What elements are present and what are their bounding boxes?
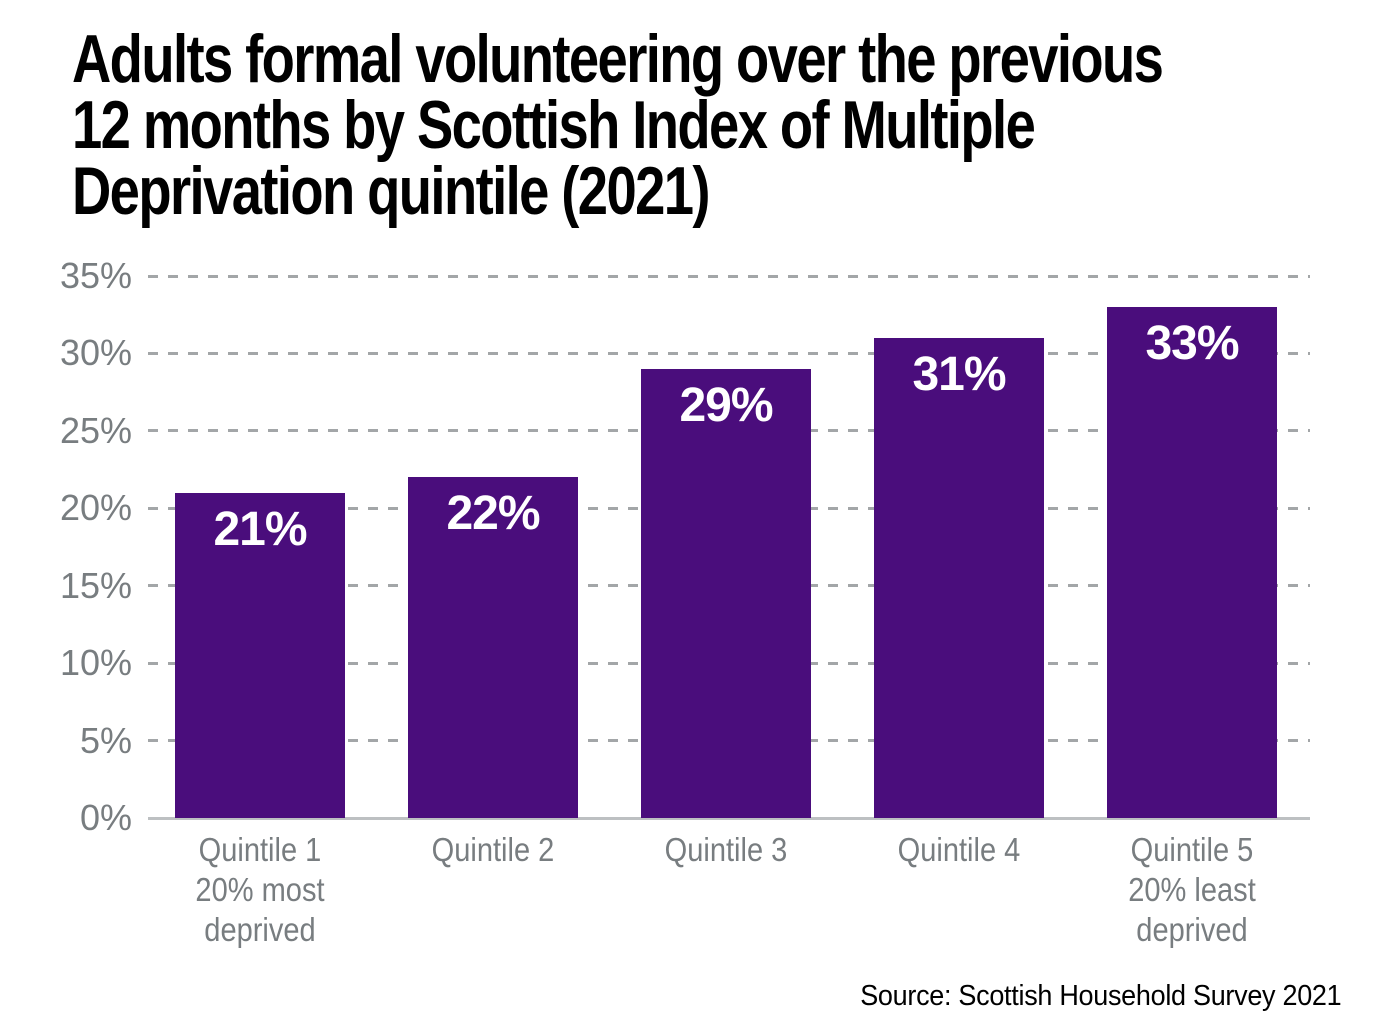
x-tick-label-line: 20% least (1128, 871, 1256, 908)
x-tick-label-line: 20% most (195, 871, 325, 908)
x-tick-label-line: Quintile 4 (897, 831, 1021, 868)
source-note: Source: Scottish Household Survey 2021 (859, 980, 1341, 1012)
bar-value-label-quintile-5: 33% (1145, 316, 1239, 370)
x-tick-label-line: Quintile 2 (431, 831, 555, 868)
bar-quintile-1: 21% (175, 492, 345, 818)
y-tick-label-20%: 20% (59, 487, 132, 529)
x-tick-label-quintile-4: Quintile 4 (836, 830, 1082, 870)
bar-value-label-quintile-3: 29% (679, 378, 773, 432)
bar-quintile-5: 33% (1107, 306, 1277, 818)
bar-value-label-quintile-4: 31% (912, 347, 1006, 401)
bar-value-label-quintile-2: 22% (446, 487, 540, 541)
bar-quintile-4: 31% (874, 337, 1044, 818)
x-tick-label-quintile-2: Quintile 2 (370, 830, 616, 870)
y-tick-label-35%: 35% (59, 255, 132, 296)
y-tick-label-30%: 30% (59, 332, 132, 374)
y-tick-label-0%: 0% (79, 797, 132, 838)
gridline-30% (148, 351, 1310, 355)
x-tick-label-quintile-1: Quintile 1 20% most deprived (137, 830, 383, 950)
y-tick-label-10%: 10% (59, 642, 132, 684)
plot-area: 21% 22% 29% 31% 33% (148, 274, 1310, 820)
x-tick-label-line: deprived (204, 911, 316, 948)
y-tick-label-25%: 25% (59, 409, 132, 451)
chart-title-line-2: 12 months by Scottish Index of Multiple (72, 87, 1036, 163)
x-tick-label-line: deprived (1136, 911, 1248, 948)
chart-title: Adults formal volunteering over the prev… (72, 21, 1164, 229)
bar-quintile-2: 22% (408, 477, 578, 818)
chart-title-line-3: Deprivation quintile (2021) (72, 153, 711, 229)
x-tick-label-line: Quintile 3 (664, 831, 788, 868)
x-tick-label-line: Quintile 5 (1130, 831, 1254, 868)
y-tick-label-15%: 15% (59, 564, 132, 606)
x-axis-baseline (148, 816, 1310, 820)
y-tick-label-5%: 5% (79, 719, 132, 761)
x-tick-label-quintile-3: Quintile 3 (603, 830, 849, 870)
x-tick-label-line: Quintile 1 (198, 831, 322, 868)
x-tick-label-quintile-5: Quintile 5 20% least deprived (1069, 830, 1315, 950)
chart-title-line-1: Adults formal volunteering over the prev… (72, 21, 1164, 97)
bar-quintile-3: 29% (641, 368, 811, 818)
gridline-35% (148, 274, 1310, 278)
bar-value-label-quintile-1: 21% (213, 502, 307, 556)
